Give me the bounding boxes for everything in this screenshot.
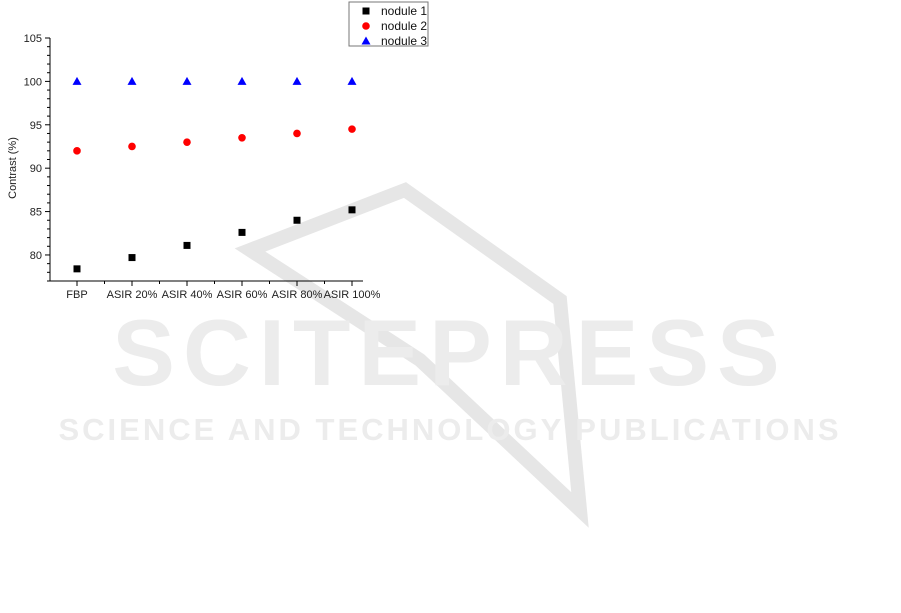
data-point-nodule-2 bbox=[183, 138, 191, 146]
x-tick-label: FBP bbox=[66, 289, 87, 301]
watermark-book-logo bbox=[234, 182, 589, 528]
y-tick-label: 100 bbox=[24, 76, 42, 88]
x-tick-label: ASIR 60% bbox=[217, 289, 268, 301]
y-axis-label: Contrast (%) bbox=[7, 137, 19, 199]
watermark: SCITEPRESS SCIENCE AND TECHNOLOGY PUBLIC… bbox=[58, 182, 841, 528]
y-tick-label: 105 bbox=[24, 33, 42, 45]
data-point-nodule-1 bbox=[183, 241, 191, 249]
data-point-nodule-3 bbox=[72, 76, 82, 85]
legend-label: nodule 2 bbox=[381, 19, 427, 33]
data-point-nodule-3 bbox=[237, 76, 247, 85]
data-point-nodule-3 bbox=[292, 76, 302, 85]
data-point-nodule-1 bbox=[128, 254, 136, 262]
watermark-title: SCITEPRESS bbox=[112, 300, 788, 405]
y-tick-label: 85 bbox=[30, 207, 42, 219]
legend-box bbox=[348, 1, 429, 47]
data-point-nodule-3 bbox=[347, 76, 357, 85]
data-point-nodule-1 bbox=[293, 216, 301, 224]
data-point-nodule-2 bbox=[238, 134, 246, 142]
legend-label: nodule 1 bbox=[381, 4, 427, 18]
legend-label: nodule 3 bbox=[381, 34, 427, 48]
data-point-nodule-1 bbox=[73, 265, 81, 273]
data-point-nodule-1 bbox=[238, 228, 246, 236]
data-point-nodule-2 bbox=[348, 125, 356, 133]
watermark-subtitle: SCIENCE AND TECHNOLOGY PUBLICATIONS bbox=[58, 412, 841, 447]
legend-marker bbox=[362, 7, 370, 15]
x-tick-label: ASIR 80% bbox=[272, 289, 323, 301]
y-tick-label: 90 bbox=[30, 163, 42, 175]
y-tick-label: 80 bbox=[30, 250, 42, 262]
x-tick-label: ASIR 40% bbox=[162, 289, 213, 301]
data-point-nodule-1 bbox=[348, 206, 356, 214]
data-point-nodule-2 bbox=[73, 147, 81, 155]
data-point-nodule-2 bbox=[293, 129, 301, 138]
data-point-nodule-2 bbox=[128, 142, 136, 151]
legend-marker bbox=[362, 22, 370, 30]
legend-marker bbox=[361, 36, 371, 45]
data-point-nodule-3 bbox=[182, 76, 192, 85]
x-tick-label: ASIR 100% bbox=[324, 289, 381, 301]
data-point-nodule-3 bbox=[127, 76, 137, 85]
scatter-chart: Contrast (%) 80 85 90 95 100 105 FBP ASIR 20% AS… bbox=[7, 33, 381, 301]
y-tick-label: 95 bbox=[30, 120, 42, 132]
x-tick-label: ASIR 20% bbox=[107, 289, 158, 301]
